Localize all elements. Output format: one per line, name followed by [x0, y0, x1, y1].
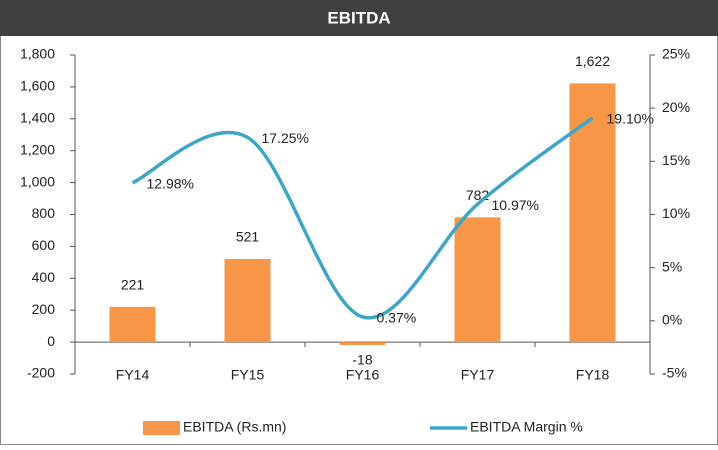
bar: [339, 342, 386, 345]
bar-label: 1,622: [575, 53, 610, 69]
y2-tick-label: 5%: [662, 258, 682, 274]
bar: [224, 259, 271, 343]
line-label: 17.25%: [262, 130, 309, 146]
y-tick-label: 800: [32, 205, 56, 221]
y2-tick-label: 25%: [662, 46, 690, 62]
x-tick-label: FY16: [346, 367, 380, 383]
line-label: 19.10%: [607, 110, 654, 126]
bar: [109, 306, 156, 343]
y2-tick-label: -5%: [662, 365, 687, 381]
y-tick-label: 1,000: [20, 173, 55, 189]
chart-title: EBITDA: [327, 8, 390, 27]
y-tick-label: -200: [27, 365, 55, 381]
y-tick-label: 200: [32, 301, 56, 317]
x-tick-label: FY17: [461, 367, 495, 383]
y2-tick-label: 15%: [662, 152, 690, 168]
y-tick-label: 0: [47, 333, 55, 349]
y-tick-label: 400: [32, 269, 56, 285]
y-tick-label: 1,800: [20, 46, 55, 62]
line-label: 0.37%: [377, 310, 417, 326]
x-tick-label: FY14: [116, 367, 150, 383]
bar: [454, 217, 501, 343]
y-tick-label: 1,400: [20, 110, 55, 126]
legend-swatch: [143, 421, 180, 435]
bar: [569, 83, 616, 343]
y-tick-label: 1,200: [20, 141, 55, 157]
line-label: 12.98%: [147, 176, 194, 192]
x-tick-label: FY15: [231, 367, 265, 383]
legend-label: EBITDA Margin %: [470, 419, 583, 435]
bar-label: 221: [121, 277, 145, 293]
line-label: 10.97%: [492, 197, 539, 213]
y2-tick-label: 0%: [662, 312, 682, 328]
legend-label: EBITDA (Rs.mn): [183, 419, 286, 435]
y2-tick-label: 20%: [662, 99, 690, 115]
line: [131, 116, 594, 320]
x-tick-label: FY18: [576, 367, 610, 383]
bar-label: 521: [236, 229, 260, 245]
y-tick-label: 1,600: [20, 78, 55, 94]
y-tick-label: 600: [32, 237, 56, 253]
y2-tick-label: 10%: [662, 205, 690, 221]
title-bar: [0, 0, 718, 36]
bar-label: -18: [352, 352, 372, 368]
